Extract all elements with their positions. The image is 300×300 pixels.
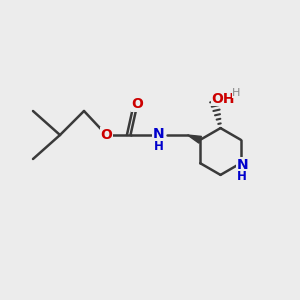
Text: N: N — [236, 158, 248, 172]
Text: O: O — [100, 128, 112, 142]
Text: H: H — [237, 169, 247, 183]
Text: O: O — [131, 98, 143, 111]
Polygon shape — [188, 135, 202, 143]
Text: H: H — [232, 88, 240, 98]
Text: N: N — [153, 127, 165, 140]
Text: OH: OH — [211, 92, 235, 106]
Text: H: H — [154, 140, 164, 153]
